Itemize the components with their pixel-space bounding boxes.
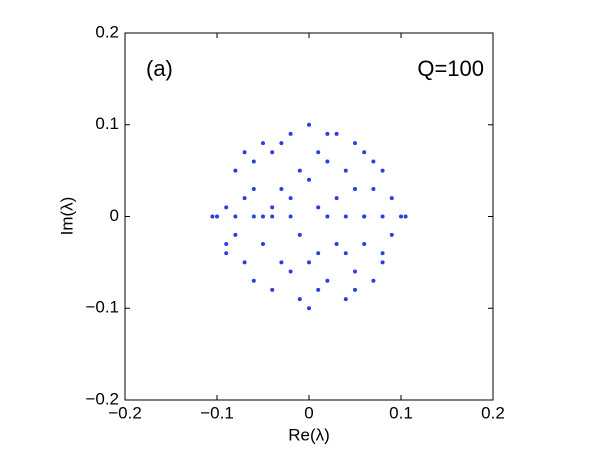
point <box>307 260 311 265</box>
point <box>270 205 275 210</box>
point <box>224 205 229 210</box>
point <box>353 186 357 191</box>
x-axis-label: Re(λ) <box>288 425 330 444</box>
point <box>279 186 284 191</box>
point <box>389 232 394 237</box>
x-tick-label: −0.1 <box>200 403 234 422</box>
point <box>380 214 385 219</box>
x-tick-label: 0 <box>304 403 313 422</box>
point <box>325 278 330 283</box>
point <box>316 287 321 292</box>
point <box>288 131 293 136</box>
point <box>380 251 385 256</box>
point <box>215 214 219 219</box>
y-tick-label: 0.1 <box>95 114 119 133</box>
point <box>353 269 357 274</box>
y-tick-label: −0.1 <box>85 298 119 317</box>
point <box>399 214 403 219</box>
y-tick-label: −0.2 <box>85 389 119 408</box>
point <box>307 306 311 311</box>
point <box>307 177 311 182</box>
y-axis-label: Im(λ) <box>57 197 76 236</box>
point <box>251 159 256 164</box>
point <box>334 242 339 247</box>
point <box>251 214 256 219</box>
point <box>353 141 357 146</box>
point <box>307 122 311 127</box>
point <box>279 260 284 265</box>
point <box>380 168 385 173</box>
plot-frame <box>124 32 494 401</box>
point <box>325 131 330 136</box>
point <box>343 214 348 219</box>
point <box>242 260 247 265</box>
point <box>288 196 293 201</box>
x-tick-label: 0.2 <box>481 403 505 422</box>
panel-label: (a) <box>146 56 173 81</box>
point <box>371 278 376 283</box>
point <box>279 141 284 146</box>
point <box>316 150 321 155</box>
point <box>389 196 394 201</box>
x-tick-label: 0.1 <box>389 403 413 422</box>
point <box>371 159 376 164</box>
point <box>288 269 293 274</box>
point <box>334 196 339 201</box>
point <box>403 214 408 219</box>
point <box>353 287 357 292</box>
point <box>316 205 321 210</box>
point <box>343 251 348 256</box>
point <box>261 214 265 219</box>
point <box>362 214 367 219</box>
point <box>325 159 330 164</box>
point <box>251 278 256 283</box>
point <box>380 260 385 265</box>
point <box>270 287 275 292</box>
point <box>288 214 293 219</box>
point <box>334 131 339 136</box>
point <box>270 150 275 155</box>
point <box>343 297 348 302</box>
point <box>297 232 302 237</box>
point <box>261 141 265 146</box>
x-tick-label: −0.2 <box>108 403 142 422</box>
y-tick-label: 0 <box>110 206 119 225</box>
point <box>224 251 229 256</box>
point <box>297 297 302 302</box>
point <box>233 214 238 219</box>
point <box>261 242 265 247</box>
point <box>316 251 321 256</box>
point <box>251 186 256 191</box>
point <box>362 150 367 155</box>
point <box>233 232 238 237</box>
point <box>362 242 367 247</box>
point <box>297 168 302 173</box>
point <box>224 242 229 247</box>
point <box>371 186 376 191</box>
point <box>343 168 348 173</box>
point <box>233 168 238 173</box>
point <box>210 214 215 219</box>
point <box>242 196 247 201</box>
annotation: Q=100 <box>417 56 484 81</box>
point <box>270 214 275 219</box>
y-tick-label: 0.2 <box>95 22 119 41</box>
point <box>325 214 330 219</box>
point <box>242 150 247 155</box>
